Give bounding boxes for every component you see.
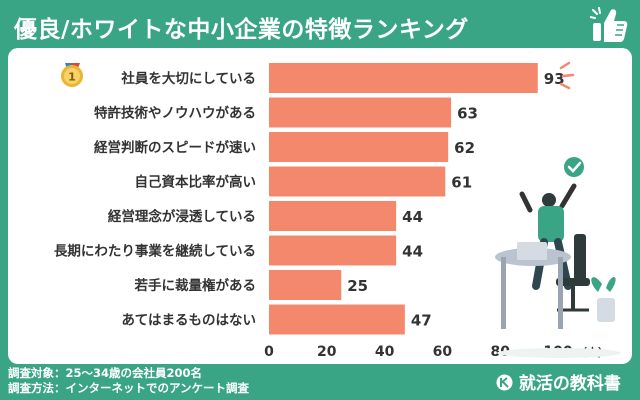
bar xyxy=(269,132,449,162)
bar xyxy=(269,166,446,197)
category-label: 社員を大切にしている xyxy=(120,70,256,87)
brand-logo: 就活の教科書 xyxy=(496,369,621,394)
x-tick-label: 40 xyxy=(375,344,395,360)
bar-chart: 社員を大切にしている 93 特許技術やノウハウがある 63 経営判断のスピードが速い 62… xyxy=(54,61,621,360)
worker-illustration xyxy=(495,183,621,358)
category-label: 経営理念が浸透している xyxy=(108,208,256,225)
bar xyxy=(269,270,342,300)
bar xyxy=(269,304,405,335)
x-tick-label: 0 xyxy=(264,344,274,360)
medal-number: 1 xyxy=(68,71,76,84)
value-label: 63 xyxy=(457,105,478,123)
category-label: 経営判断のスピードが速い xyxy=(94,139,256,156)
bar xyxy=(269,97,452,128)
medal-icon: 1 xyxy=(61,63,83,87)
survey-method: 調査方法：インターネットでのアンケート調査 xyxy=(8,381,250,395)
category-label: 特許技術やノウハウがある xyxy=(94,105,256,122)
bar xyxy=(269,201,397,231)
bar xyxy=(269,235,397,266)
page-title: 優良/ホワイトな中小企業の特徴ランキング xyxy=(14,17,469,43)
category-label: 若手に裁量権がある xyxy=(134,277,257,294)
sparkle-icon xyxy=(559,61,575,90)
category-label: あてはまるものはない xyxy=(122,313,256,329)
value-label: 62 xyxy=(454,139,475,157)
value-label: 44 xyxy=(402,243,423,261)
x-tick-label: 60 xyxy=(433,344,453,360)
value-label: 93 xyxy=(544,70,565,88)
category-label: 自己資本比率が高い xyxy=(135,174,257,191)
value-label: 44 xyxy=(402,208,423,226)
thumbs-up-icon xyxy=(590,7,628,43)
value-label: 47 xyxy=(411,312,432,330)
category-label: 長期にわたり事業を継続している xyxy=(54,243,256,260)
bar xyxy=(269,63,538,93)
survey-footer: 調査対象：25〜34歳の会社員200名 調査方法：インターネットでのアンケート調… xyxy=(8,366,249,396)
value-label: 25 xyxy=(347,277,368,295)
value-label: 61 xyxy=(451,174,472,192)
x-tick-label: 20 xyxy=(317,344,337,360)
survey-target: 調査対象：25〜34歳の会社員200名 xyxy=(8,366,203,380)
check-bubble-icon xyxy=(564,157,584,177)
brand-name: 就活の教科書 xyxy=(518,374,621,394)
chart-card: 社員を大切にしている 93 特許技術やノウハウがある 63 経営判断のスピードが速い 62… xyxy=(8,48,632,364)
brand-logo-icon xyxy=(496,374,513,391)
